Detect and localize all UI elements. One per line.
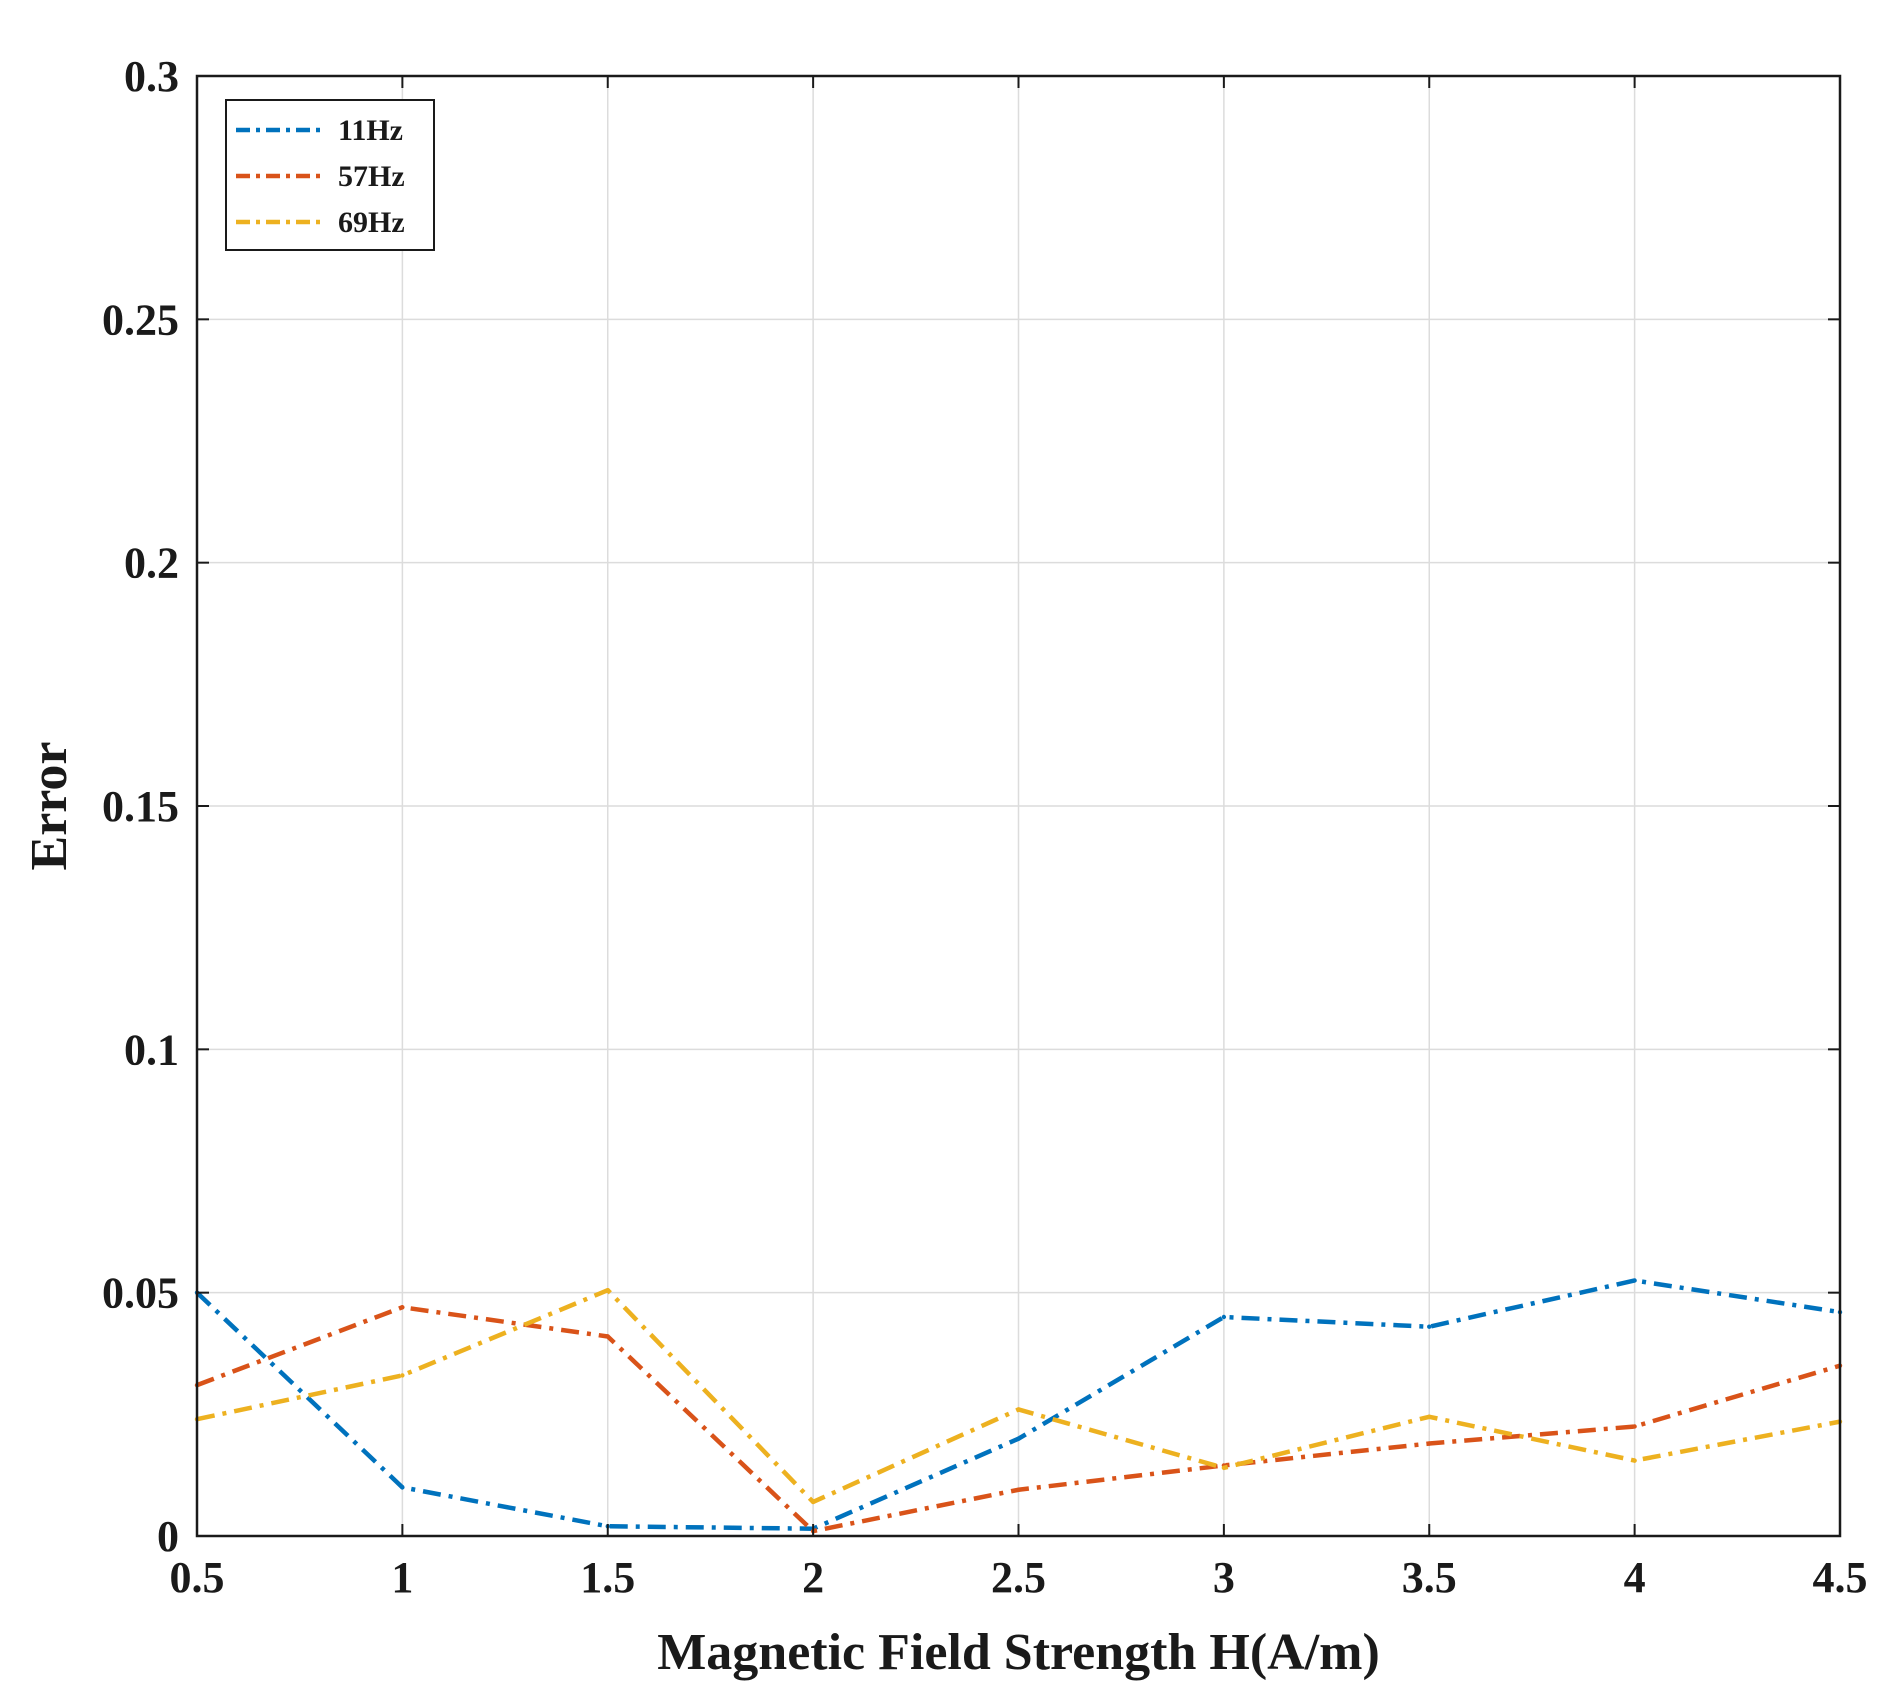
y-axis-label: Error <box>21 742 78 871</box>
data-point-11Hz-7 <box>1632 1278 1637 1283</box>
data-point-69Hz-1 <box>400 1373 405 1378</box>
data-point-69Hz-2 <box>605 1288 610 1293</box>
y-tick-label: 0.15 <box>102 782 179 831</box>
legend-entries: 11Hz 57Hz 69Hz <box>236 114 405 239</box>
y-tick-label: 0.3 <box>124 52 179 101</box>
data-point-69Hz-5 <box>1221 1465 1227 1471</box>
x-tick-labels: 0.5 1 1.5 2 2.5 3 3.5 4 4.5 <box>170 1553 1868 1602</box>
legend: 11Hz 57Hz 69Hz <box>225 99 435 251</box>
data-point-57Hz-6 <box>1427 1441 1432 1446</box>
x-tick-label: 1.5 <box>580 1553 635 1602</box>
data-point-69Hz-6 <box>1427 1414 1432 1419</box>
data-point-57Hz-4 <box>1016 1487 1021 1492</box>
legend-box <box>225 99 435 251</box>
x-tick-label: 2 <box>802 1553 824 1602</box>
x-tick-label: 0.5 <box>170 1553 225 1602</box>
y-tick-label: 0.25 <box>102 295 179 344</box>
data-point-69Hz-3 <box>810 1499 816 1505</box>
legend-label: 69Hz <box>338 206 405 239</box>
legend-label: 57Hz <box>338 160 405 193</box>
data-point-11Hz-5 <box>1221 1314 1227 1320</box>
x-tick-label: 3.5 <box>1402 1553 1457 1602</box>
data-point-11Hz-1 <box>400 1485 405 1490</box>
axis-ticks <box>196 75 1841 1537</box>
legend-label: 11Hz <box>338 114 403 147</box>
y-tick-label: 0.2 <box>124 539 179 588</box>
x-tick-label: 4.5 <box>1813 1553 1868 1602</box>
data-point-57Hz-2 <box>605 1334 610 1339</box>
data-point-11Hz-6 <box>1427 1324 1432 1329</box>
y-tick-label: 0.1 <box>124 1025 179 1074</box>
data-point-69Hz-7 <box>1632 1458 1637 1463</box>
x-tick-label: 1 <box>391 1553 413 1602</box>
x-tick-label: 2.5 <box>991 1553 1046 1602</box>
data-point-57Hz-7 <box>1632 1424 1637 1429</box>
y-tick-labels: 0 0.05 0.1 0.15 0.2 0.25 0.3 <box>102 52 179 1561</box>
data-point-69Hz-4 <box>1016 1407 1021 1412</box>
x-tick-label: 4 <box>1624 1553 1646 1602</box>
x-axis-label: Magnetic Field Strength H(A/m) <box>657 1624 1380 1681</box>
data-point-11Hz-4 <box>1016 1436 1021 1441</box>
y-tick-label: 0.05 <box>102 1269 179 1318</box>
data-point-57Hz-1 <box>400 1305 405 1310</box>
x-tick-label: 3 <box>1213 1553 1235 1602</box>
y-tick-label: 0 <box>157 1512 179 1561</box>
